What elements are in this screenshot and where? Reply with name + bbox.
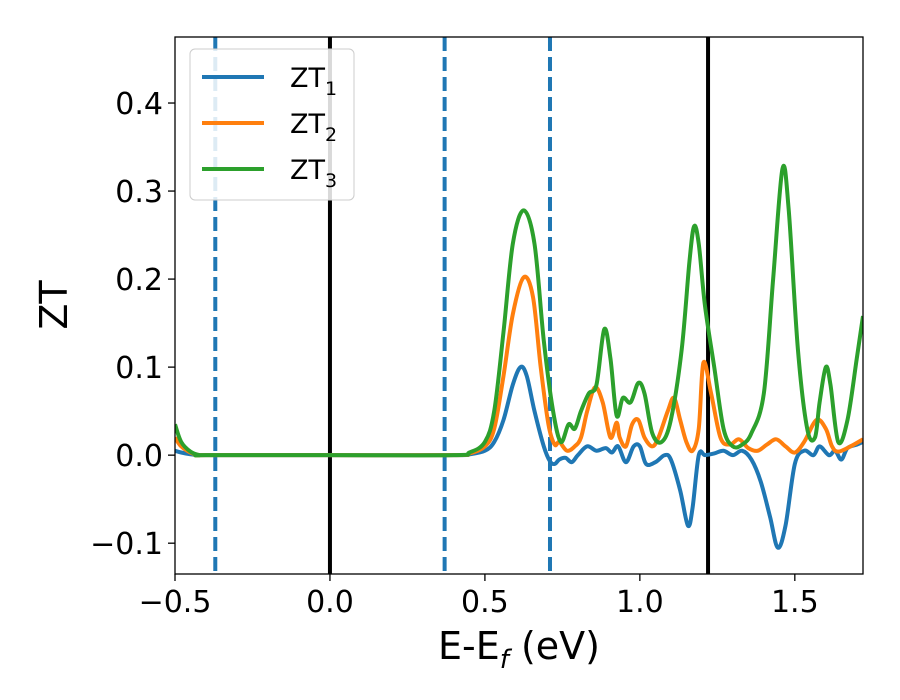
x-axis-label-unit: (eV) — [509, 624, 600, 668]
series-lines — [175, 164, 863, 550]
series-line-2 — [175, 274, 863, 458]
x-axis: −0.5 0.0 0.5 1.0 1.5 — [139, 574, 819, 620]
y-tick-label-0: −0.1 — [90, 527, 163, 562]
x-axis-label-base: E-E — [438, 624, 500, 668]
x-tick-label-2: 0.5 — [461, 585, 509, 620]
y-axis: −0.1 0.0 0.1 0.2 0.3 0.4 — [90, 87, 175, 562]
x-axis-label: E-Ef (eV) — [438, 624, 600, 675]
x-tick-label-1: 0.0 — [306, 585, 354, 620]
legend: ZT1 ZT2 ZT3 — [189, 48, 355, 201]
y-tick-label-3: 0.2 — [115, 263, 163, 298]
y-tick-label-2: 0.1 — [115, 351, 163, 386]
legend-box — [189, 48, 355, 201]
plot-frame — [174, 36, 864, 575]
series-line-3 — [175, 164, 863, 458]
legend-label-3: ZT3 — [290, 155, 337, 192]
y-tick-label-4: 0.3 — [115, 175, 163, 210]
x-tick-label-4: 1.5 — [771, 585, 819, 620]
legend-label-1: ZT1 — [290, 63, 337, 100]
y-tick-label-5: 0.4 — [115, 87, 163, 122]
y-axis-label: ZT — [32, 280, 76, 330]
legend-label-2: ZT2 — [290, 109, 337, 146]
series-line-1 — [175, 364, 863, 550]
x-tick-label-0: −0.5 — [139, 585, 212, 620]
x-tick-label-3: 1.0 — [616, 585, 664, 620]
y-tick-label-1: 0.0 — [115, 439, 163, 474]
